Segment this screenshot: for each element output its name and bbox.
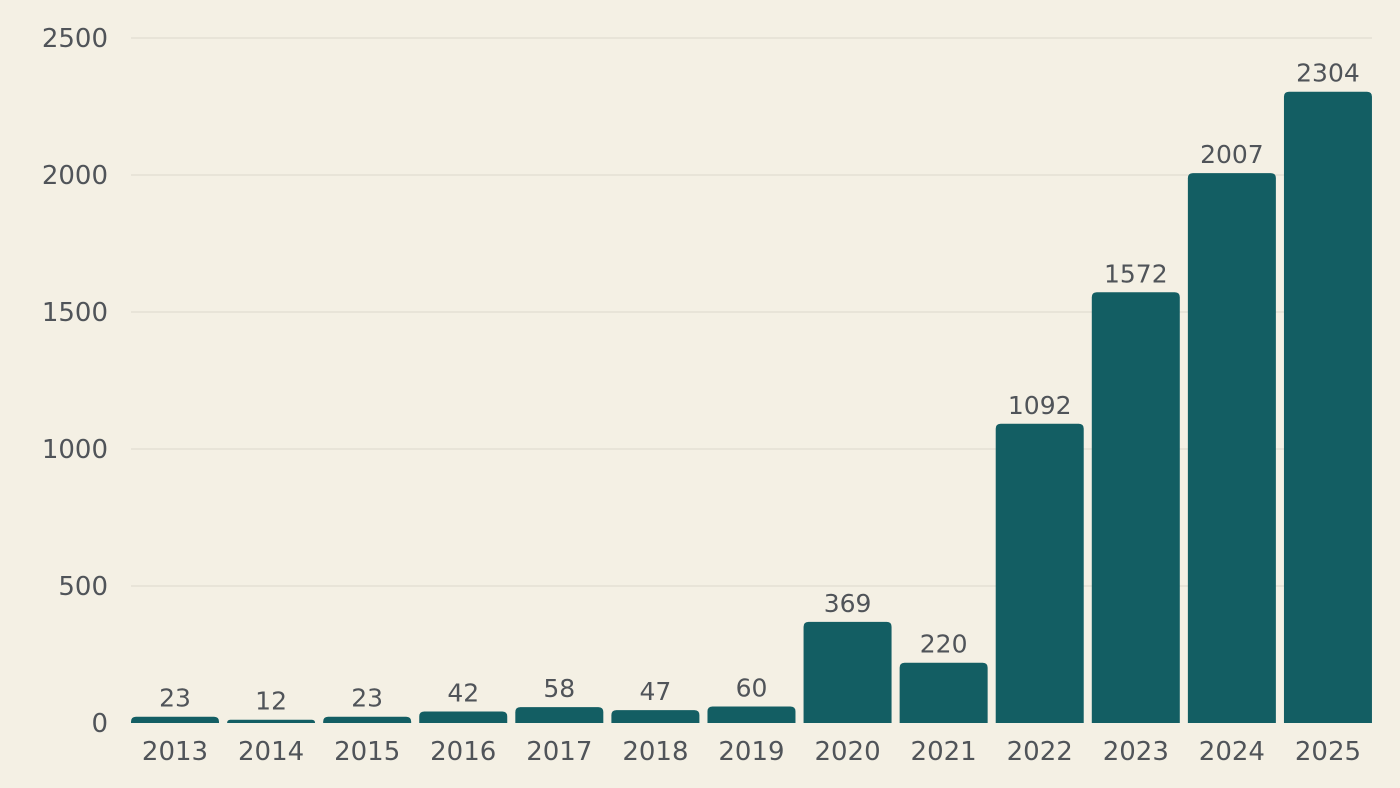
x-tick-label: 2019 <box>718 737 784 767</box>
x-axis: 2013 2014 2015 2016 2017 2018 2019 2020 2021 2022… <box>142 737 1361 767</box>
gridlines <box>131 37 1372 587</box>
data-label: 42 <box>447 678 479 707</box>
y-tick-label: 2000 <box>42 161 108 191</box>
data-label: 23 <box>351 684 383 713</box>
x-tick-label: 2013 <box>142 737 208 767</box>
y-tick-label: 2500 <box>42 24 108 54</box>
data-labels: 23 12 23 42 58 47 60 369 220 1092 1572 2007 2304 <box>159 59 1360 716</box>
bar-2024 <box>1187 173 1276 723</box>
y-tick-label: 500 <box>58 572 108 602</box>
x-tick-label: 2023 <box>1103 737 1169 767</box>
bar-2022 <box>995 423 1084 723</box>
bar-2023 <box>1091 292 1180 723</box>
data-label: 47 <box>639 677 671 706</box>
bar-2018 <box>611 710 700 723</box>
bar-2013 <box>131 716 219 723</box>
bar-2021 <box>899 662 988 723</box>
bar-2017 <box>515 707 604 723</box>
bar-2015 <box>323 716 412 723</box>
data-label: 60 <box>736 674 768 703</box>
data-label: 2304 <box>1296 59 1360 88</box>
data-label: 23 <box>159 684 191 713</box>
x-tick-label: 2024 <box>1199 737 1265 767</box>
x-tick-label: 2014 <box>238 737 304 767</box>
data-label: 1092 <box>1008 391 1072 420</box>
x-tick-label: 2025 <box>1295 737 1361 767</box>
x-tick-label: 2015 <box>334 737 400 767</box>
bar-2020 <box>803 621 892 723</box>
data-label: 12 <box>255 687 287 716</box>
y-axis: 0 500 1000 1500 2000 2500 <box>42 24 108 739</box>
bar-2014 <box>227 719 316 723</box>
y-tick-label: 1000 <box>42 435 108 465</box>
x-tick-label: 2020 <box>814 737 880 767</box>
bar-2025 <box>1283 91 1372 724</box>
y-tick-label: 1500 <box>42 298 108 328</box>
bars <box>131 91 1372 724</box>
bar-2016 <box>419 711 508 723</box>
data-label: 1572 <box>1104 259 1168 288</box>
x-tick-label: 2022 <box>1007 737 1073 767</box>
data-label: 369 <box>824 589 872 618</box>
data-label: 220 <box>920 630 968 659</box>
y-tick-label: 0 <box>91 709 108 739</box>
x-tick-label: 2018 <box>622 737 688 767</box>
x-tick-label: 2016 <box>430 737 496 767</box>
x-tick-label: 2021 <box>911 737 977 767</box>
data-label: 2007 <box>1200 140 1264 169</box>
x-tick-label: 2017 <box>526 737 592 767</box>
data-label: 58 <box>543 674 575 703</box>
bar-2019 <box>707 706 796 723</box>
